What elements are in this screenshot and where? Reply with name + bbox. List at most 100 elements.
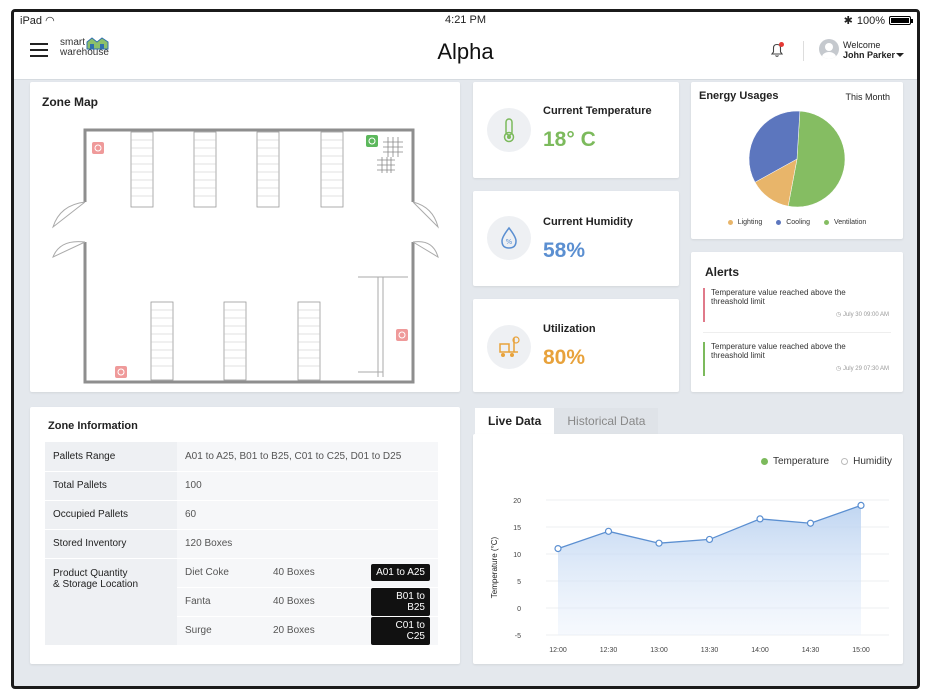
alert-item[interactable]: Temperature value reached above the thre… (703, 288, 889, 322)
zone-info-title: Zone Information (48, 420, 138, 432)
header-divider (803, 41, 804, 61)
humidity-card: % Current Humidity 58% (473, 191, 679, 286)
y-tick-label: 10 (513, 552, 521, 559)
legend-lighting: Lighting (727, 219, 762, 226)
menu-icon[interactable] (30, 43, 48, 57)
wifi-icon: ◠ (45, 15, 55, 27)
energy-title: Energy Usages (699, 90, 779, 102)
notification-bell-icon[interactable] (768, 41, 786, 59)
temperature-label: Current Temperature (543, 105, 652, 117)
warehouse-logo-icon (86, 37, 109, 50)
data-point[interactable] (806, 519, 815, 527)
table-row: Stored Inventory 120 Boxes (45, 529, 438, 559)
status-bar: iPad ◠ 4:21 PM ✱ 100% (14, 12, 917, 29)
logo-top-text: smart (60, 37, 85, 48)
humidity-label: Current Humidity (543, 216, 633, 228)
y-tick-label: 5 (517, 579, 521, 586)
device-label: iPad ◠ (20, 15, 55, 27)
table-row: Occupied Pallets 60 (45, 500, 438, 530)
sensor-icon[interactable] (115, 366, 127, 378)
battery-icon (889, 16, 913, 25)
alerts-title: Alerts (705, 265, 740, 279)
table-row: Pallets Range A01 to A25, B01 to B25, C01… (45, 442, 438, 472)
zone-map[interactable] (38, 117, 448, 385)
energy-legend: Lighting Cooling Ventilation (691, 219, 903, 226)
user-name: John Parker (843, 50, 896, 60)
alert-time: ◷ July 30 09:00 AM (836, 312, 889, 318)
energy-card: Energy Usages This Month Lighting Coolin… (691, 82, 903, 239)
y-tick-label: 20 (513, 498, 521, 505)
chevron-down-icon[interactable] (896, 53, 904, 57)
clock: 4:21 PM (445, 14, 486, 26)
temperature-area (558, 505, 861, 635)
battery-percent: 100% (856, 14, 885, 27)
pie-slice-ventilation (787, 110, 846, 208)
logo-bottom-text: warehouse (60, 47, 109, 58)
energy-pie-chart (748, 110, 846, 208)
tab-historical-data[interactable]: Historical Data (554, 408, 659, 434)
temperature-value: 18° C (543, 128, 596, 151)
data-point[interactable] (705, 535, 714, 544)
x-tick-label: 12:30 (600, 647, 618, 654)
sensor-icon[interactable] (396, 329, 408, 341)
y-axis-label: Temperature (°C) (490, 536, 499, 598)
alert-time: ◷ July 29 07:30 AM (836, 366, 889, 372)
welcome-text: Welcome (843, 40, 881, 50)
page-title: Alpha (437, 39, 494, 64)
temperature-card: Current Temperature 18° C (473, 82, 679, 178)
data-point[interactable] (655, 539, 663, 547)
x-tick-label: 14:00 (751, 647, 769, 654)
table-row: Total Pallets 100 (45, 471, 438, 501)
svg-text:%: % (506, 238, 513, 246)
thermometer-icon (487, 108, 531, 152)
data-point[interactable] (857, 501, 865, 509)
utilization-label: Utilization (543, 323, 596, 335)
water-drop-icon: % (487, 216, 531, 260)
forklift-icon (487, 325, 531, 369)
alerts-card: Alerts Temperature value reached above t… (691, 252, 903, 392)
zone-map-card: Zone Map (30, 82, 460, 392)
x-tick-label: 12:00 (549, 647, 567, 654)
data-point[interactable] (604, 527, 613, 535)
data-tabs: Live Data Historical Data (475, 408, 659, 434)
zone-info-card: Zone Information Pallets Range A01 to A25… (30, 407, 460, 664)
utilization-value: 80% (543, 346, 586, 369)
zone-info-table: Pallets Range A01 to A25, B01 to B25, C01… (45, 442, 438, 646)
device-frame: iPad ◠ 4:21 PM ✱ 100% smart warehouse Al… (11, 9, 920, 689)
y-tick-label: 15 (513, 525, 521, 532)
user-menu[interactable]: Welcome John Parker (843, 40, 895, 60)
y-tick-label: 0 (517, 606, 521, 613)
legend-cooling: Cooling (776, 219, 810, 226)
alert-divider (703, 332, 891, 333)
tab-live-data[interactable]: Live Data (475, 408, 555, 434)
sensor-icon[interactable] (92, 142, 104, 154)
alert-item[interactable]: Temperature value reached above the thre… (703, 342, 889, 376)
table-row: Fanta 40 Boxes B01 to B25 (45, 587, 438, 617)
temperature-chart: 20 15 10 5 0 -5 Temperature (°C) 12:00 12:30 13:0… (490, 498, 889, 654)
utilization-card: Utilization 80% (473, 299, 679, 392)
location-badge[interactable]: B01 to B25 (371, 587, 430, 616)
logo: smart warehouse (60, 37, 109, 58)
energy-period[interactable]: This Month (845, 92, 890, 102)
legend-ventilation: Ventilation (823, 219, 866, 226)
x-tick-label: 14:30 (802, 647, 820, 654)
humidity-value: 58% (543, 239, 586, 262)
sensor-icon[interactable] (366, 135, 378, 147)
data-point[interactable] (554, 544, 562, 553)
battery-status: ✱ 100% (844, 14, 913, 27)
legend-temperature[interactable]: Temperature (760, 456, 829, 467)
data-point[interactable] (756, 515, 764, 523)
location-badge[interactable]: A01 to A25 (371, 564, 430, 581)
legend-humidity[interactable]: Humidity (841, 456, 892, 467)
y-tick-label: -5 (515, 633, 521, 640)
chart-legend: Temperature Humidity (760, 456, 892, 467)
x-tick-label: 13:30 (701, 647, 719, 654)
avatar[interactable] (819, 39, 839, 59)
table-row: Product Quantity & Storage Location Diet… (45, 558, 438, 646)
clock-icon: ◷ (836, 312, 842, 318)
zone-map-title: Zone Map (42, 95, 98, 109)
location-badge[interactable]: C01 to C25 (371, 616, 430, 645)
live-data-card: Temperature Humidity 20 15 10 5 0 -5 Temperatu… (473, 434, 903, 664)
table-row: Surge 20 Boxes C01 to C25 (45, 616, 438, 646)
x-tick-label: 13:00 (650, 647, 668, 654)
